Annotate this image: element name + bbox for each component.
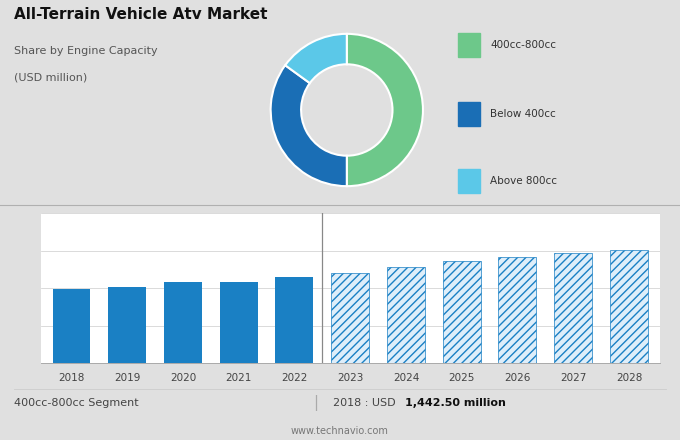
Text: All-Terrain Vehicle Atv Market: All-Terrain Vehicle Atv Market [14, 7, 267, 22]
Text: 400cc-800cc: 400cc-800cc [490, 40, 556, 50]
Bar [610, 249, 648, 363]
Bar [458, 169, 479, 193]
Bar [458, 102, 479, 126]
Text: www.technavio.com: www.technavio.com [291, 426, 389, 436]
Text: |: | [313, 395, 318, 411]
Bar [164, 282, 202, 363]
Text: (USD million): (USD million) [14, 73, 87, 83]
Bar [108, 287, 146, 363]
Bar [554, 253, 592, 363]
Bar [275, 278, 313, 363]
Wedge shape [347, 34, 423, 186]
Bar [52, 289, 90, 363]
Text: 1,442.50 million: 1,442.50 million [405, 398, 505, 407]
Text: Share by Engine Capacity: Share by Engine Capacity [14, 46, 157, 56]
Bar [387, 267, 425, 363]
Bar [458, 33, 479, 57]
Bar [443, 261, 481, 363]
Bar [498, 257, 537, 363]
Text: Above 800cc: Above 800cc [490, 176, 558, 186]
Text: 400cc-800cc Segment: 400cc-800cc Segment [14, 398, 138, 407]
Text: Below 400cc: Below 400cc [490, 109, 556, 119]
Wedge shape [285, 34, 347, 83]
Text: 2018 : USD: 2018 : USD [333, 398, 399, 407]
Bar [331, 273, 369, 363]
Bar [220, 282, 258, 363]
Wedge shape [271, 65, 347, 186]
